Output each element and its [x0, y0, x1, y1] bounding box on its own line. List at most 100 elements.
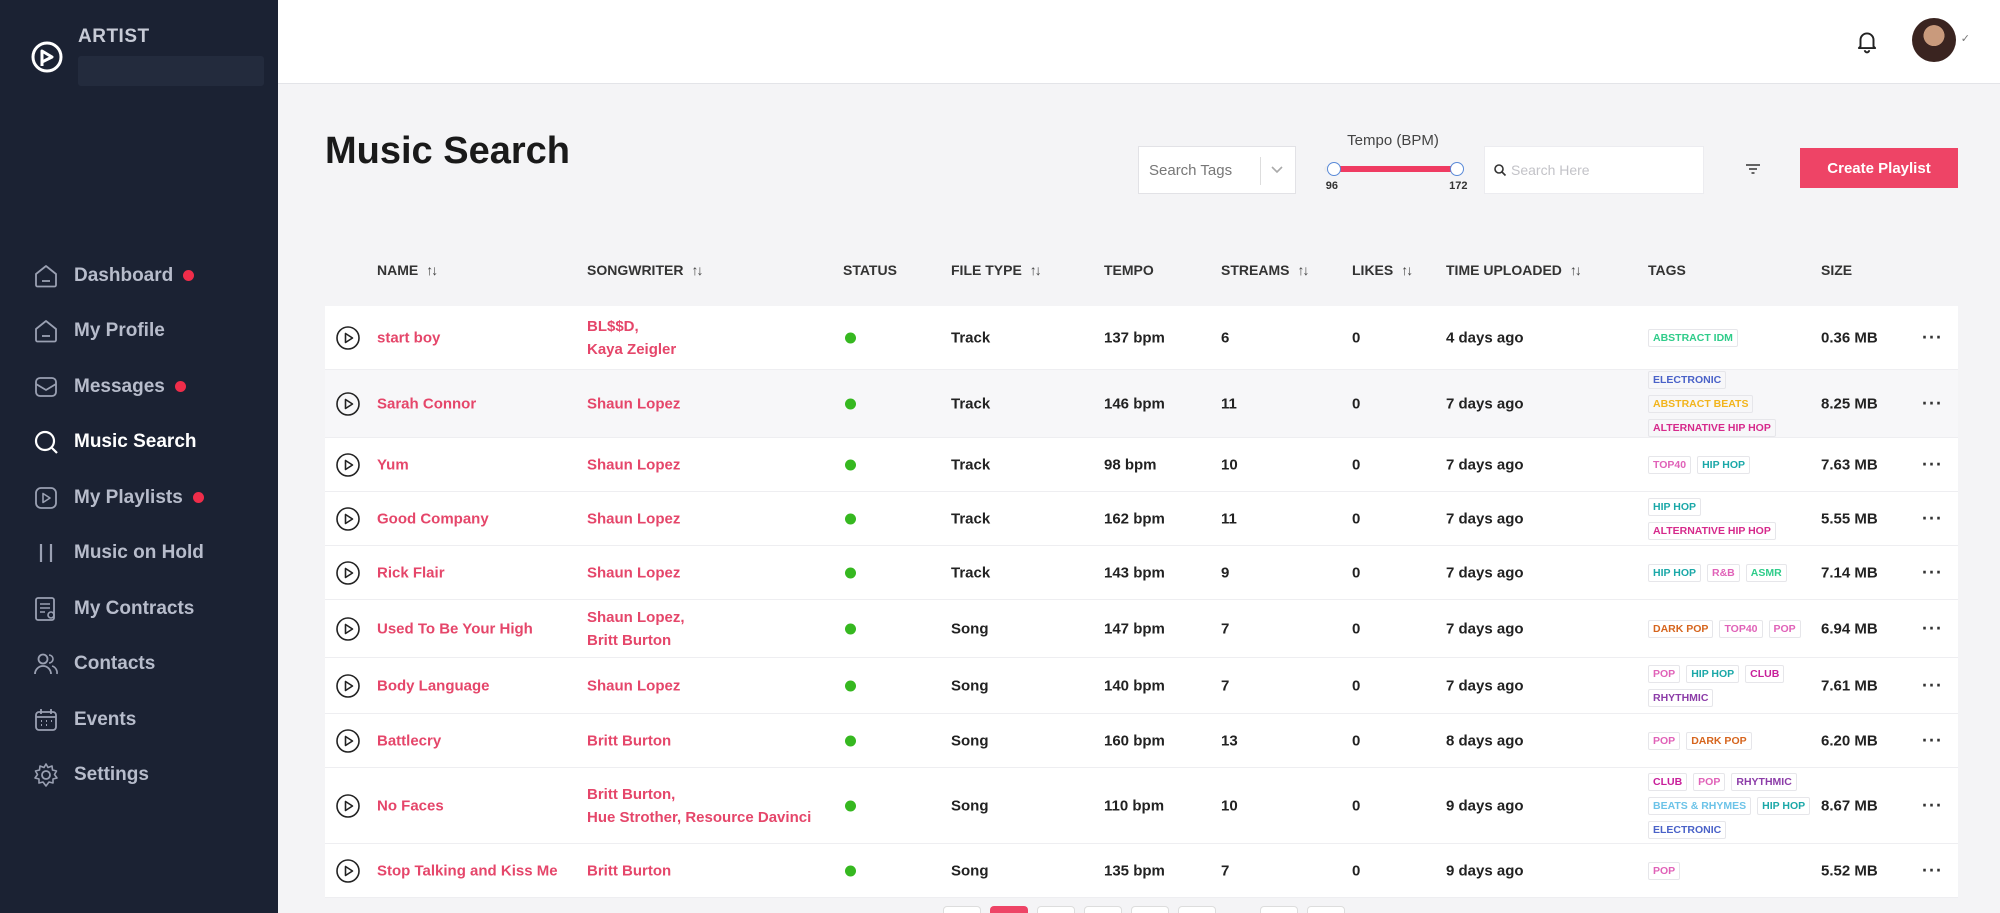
tag-chip[interactable]: HIP HOP: [1648, 563, 1701, 582]
more-icon[interactable]: ···: [1922, 393, 1943, 413]
table-row[interactable]: Used To Be Your High Shaun Lopez, Britt Bu…: [325, 600, 1958, 658]
tempo-min-handle[interactable]: [1326, 162, 1341, 176]
sidebar-item-music-on-hold[interactable]: Music on Hold: [0, 526, 278, 582]
tag-chip[interactable]: DARK POP: [1686, 731, 1752, 750]
track-name-link[interactable]: Rick Flair: [377, 564, 445, 581]
column-header-streams[interactable]: STREAMS ↑↓: [1221, 262, 1309, 278]
more-icon[interactable]: ···: [1922, 730, 1943, 750]
column-header-file-type[interactable]: FILE TYPE ↑↓: [951, 262, 1042, 278]
page-button[interactable]: [1178, 906, 1216, 913]
play-icon[interactable]: [335, 391, 361, 417]
filter-icon[interactable]: [1743, 159, 1763, 179]
track-name-link[interactable]: Sarah Connor: [377, 395, 477, 412]
tag-chip[interactable]: HIP HOP: [1686, 664, 1740, 683]
page-button-active[interactable]: [990, 906, 1028, 913]
sidebar-item-contacts[interactable]: Contacts: [0, 637, 278, 693]
track-name-link[interactable]: Used To Be Your High: [377, 620, 533, 637]
songwriter-link[interactable]: Britt Burton: [587, 862, 672, 879]
play-icon[interactable]: [335, 616, 361, 642]
tag-chip[interactable]: DARK POP: [1648, 619, 1714, 638]
songwriter-link[interactable]: Shaun Lopez: [587, 677, 681, 694]
more-icon[interactable]: ···: [1922, 454, 1943, 474]
table-row[interactable]: Battlecry Britt Burton Song 160 bpm 13 0 8 day…: [325, 714, 1958, 768]
tag-chip[interactable]: ELECTRONIC: [1648, 820, 1727, 839]
play-icon[interactable]: [335, 858, 361, 884]
tag-chip[interactable]: ASMR: [1745, 563, 1787, 582]
table-row[interactable]: Sarah Connor Shaun Lopez Track 146 bpm 11 0 7 …: [325, 370, 1958, 438]
songwriter-link[interactable]: Britt Burton: [587, 631, 672, 649]
column-header-songwriter[interactable]: SONGWRITER ↑↓: [587, 262, 703, 278]
play-icon[interactable]: [335, 325, 361, 351]
tag-chip[interactable]: ALTERNATIVE HIP HOP: [1648, 418, 1776, 437]
more-icon[interactable]: ···: [1922, 508, 1943, 528]
column-header-time-uploaded[interactable]: TIME UPLOADED ↑↓: [1446, 262, 1582, 278]
tag-chip[interactable]: ABSTRACT IDM: [1648, 328, 1738, 347]
column-header-name[interactable]: NAME ↑↓: [377, 262, 438, 278]
tag-chip[interactable]: ABSTRACT BEATS: [1648, 394, 1754, 413]
sort-icon[interactable]: ↑↓: [1029, 262, 1042, 278]
sidebar-item-settings[interactable]: Settings: [0, 748, 278, 804]
sort-icon[interactable]: ↑↓: [1569, 262, 1582, 278]
avatar[interactable]: [1912, 18, 1956, 62]
track-name-link[interactable]: Yum: [377, 456, 409, 473]
tag-chip[interactable]: TOP40: [1719, 619, 1763, 638]
sidebar-item-my-profile[interactable]: My Profile: [0, 304, 278, 360]
more-icon[interactable]: ···: [1922, 562, 1943, 582]
tag-chip[interactable]: POP: [1648, 731, 1681, 750]
tag-chip[interactable]: HIP HOP: [1757, 796, 1811, 815]
play-icon[interactable]: [335, 728, 361, 754]
tempo-max-handle[interactable]: [1450, 162, 1465, 176]
sort-icon[interactable]: ↑↓: [426, 262, 438, 278]
table-row[interactable]: Body Language Shaun Lopez Song 140 bpm 7 0 7 d…: [325, 658, 1958, 714]
play-icon[interactable]: [335, 793, 361, 819]
play-icon[interactable]: [335, 673, 361, 699]
tag-chip[interactable]: POP: [1648, 664, 1681, 683]
tag-chip[interactable]: POP: [1768, 619, 1801, 638]
tag-chip[interactable]: CLUB: [1648, 772, 1688, 791]
tag-chip[interactable]: CLUB: [1745, 664, 1785, 683]
page-button[interactable]: [1260, 906, 1298, 913]
tag-chip[interactable]: TOP40: [1648, 455, 1692, 474]
page-next-button[interactable]: [1307, 906, 1345, 913]
tag-chip[interactable]: POP: [1648, 861, 1681, 880]
songwriter-link[interactable]: Kaya Zeigler: [587, 340, 677, 358]
sidebar-item-my-contracts[interactable]: My Contracts: [0, 581, 278, 637]
sidebar-item-dashboard[interactable]: Dashboard: [0, 248, 278, 304]
play-icon[interactable]: [335, 506, 361, 532]
column-header-likes[interactable]: LIKES ↑↓: [1352, 262, 1413, 278]
more-icon[interactable]: ···: [1922, 860, 1943, 880]
track-name-link[interactable]: Battlecry: [377, 732, 442, 749]
page-button[interactable]: [1037, 906, 1075, 913]
table-row[interactable]: Yum Shaun Lopez Track 98 bpm 10 0 7 days ago TO…: [325, 438, 1958, 492]
track-name-link[interactable]: Body Language: [377, 677, 490, 694]
track-name-link[interactable]: Stop Talking and Kiss Me: [377, 862, 558, 879]
more-icon[interactable]: ···: [1922, 675, 1943, 695]
play-icon[interactable]: [335, 560, 361, 586]
tag-chip[interactable]: BEATS & RHYMES: [1648, 796, 1752, 815]
track-name-link[interactable]: start boy: [377, 329, 441, 346]
more-icon[interactable]: ···: [1922, 795, 1943, 815]
tag-chip[interactable]: ELECTRONIC: [1648, 370, 1727, 389]
table-row[interactable]: Stop Talking and Kiss Me Britt Burton Song…: [325, 844, 1958, 898]
track-name-link[interactable]: No Faces: [377, 797, 444, 814]
tag-chip[interactable]: RHYTHMIC: [1731, 772, 1797, 791]
sort-icon[interactable]: ↑↓: [691, 262, 703, 278]
sort-icon[interactable]: ↑↓: [1401, 262, 1413, 278]
chevron-down-icon[interactable]: ✓: [1960, 33, 1970, 45]
table-row[interactable]: No Faces Britt Burton, Hue Strother, Resou…: [325, 768, 1958, 844]
songwriter-link[interactable]: Shaun Lopez: [587, 456, 681, 473]
tag-chip[interactable]: R&B: [1706, 563, 1740, 582]
track-name-link[interactable]: Good Company: [377, 510, 489, 527]
tag-chip[interactable]: HIP HOP: [1697, 455, 1751, 474]
sidebar-item-messages[interactable]: Messages: [0, 359, 278, 415]
songwriter-link[interactable]: Shaun Lopez: [587, 510, 681, 527]
sidebar-item-events[interactable]: Events: [0, 692, 278, 748]
page-button[interactable]: [1131, 906, 1169, 913]
songwriter-link[interactable]: Shaun Lopez: [587, 564, 681, 581]
songwriter-link[interactable]: Britt Burton: [587, 732, 672, 749]
more-icon[interactable]: ···: [1922, 618, 1943, 638]
songwriter-link[interactable]: Shaun Lopez: [587, 395, 681, 412]
play-icon[interactable]: [335, 452, 361, 478]
more-icon[interactable]: ···: [1922, 327, 1943, 347]
sidebar-item-music-search[interactable]: Music Search: [0, 415, 278, 471]
